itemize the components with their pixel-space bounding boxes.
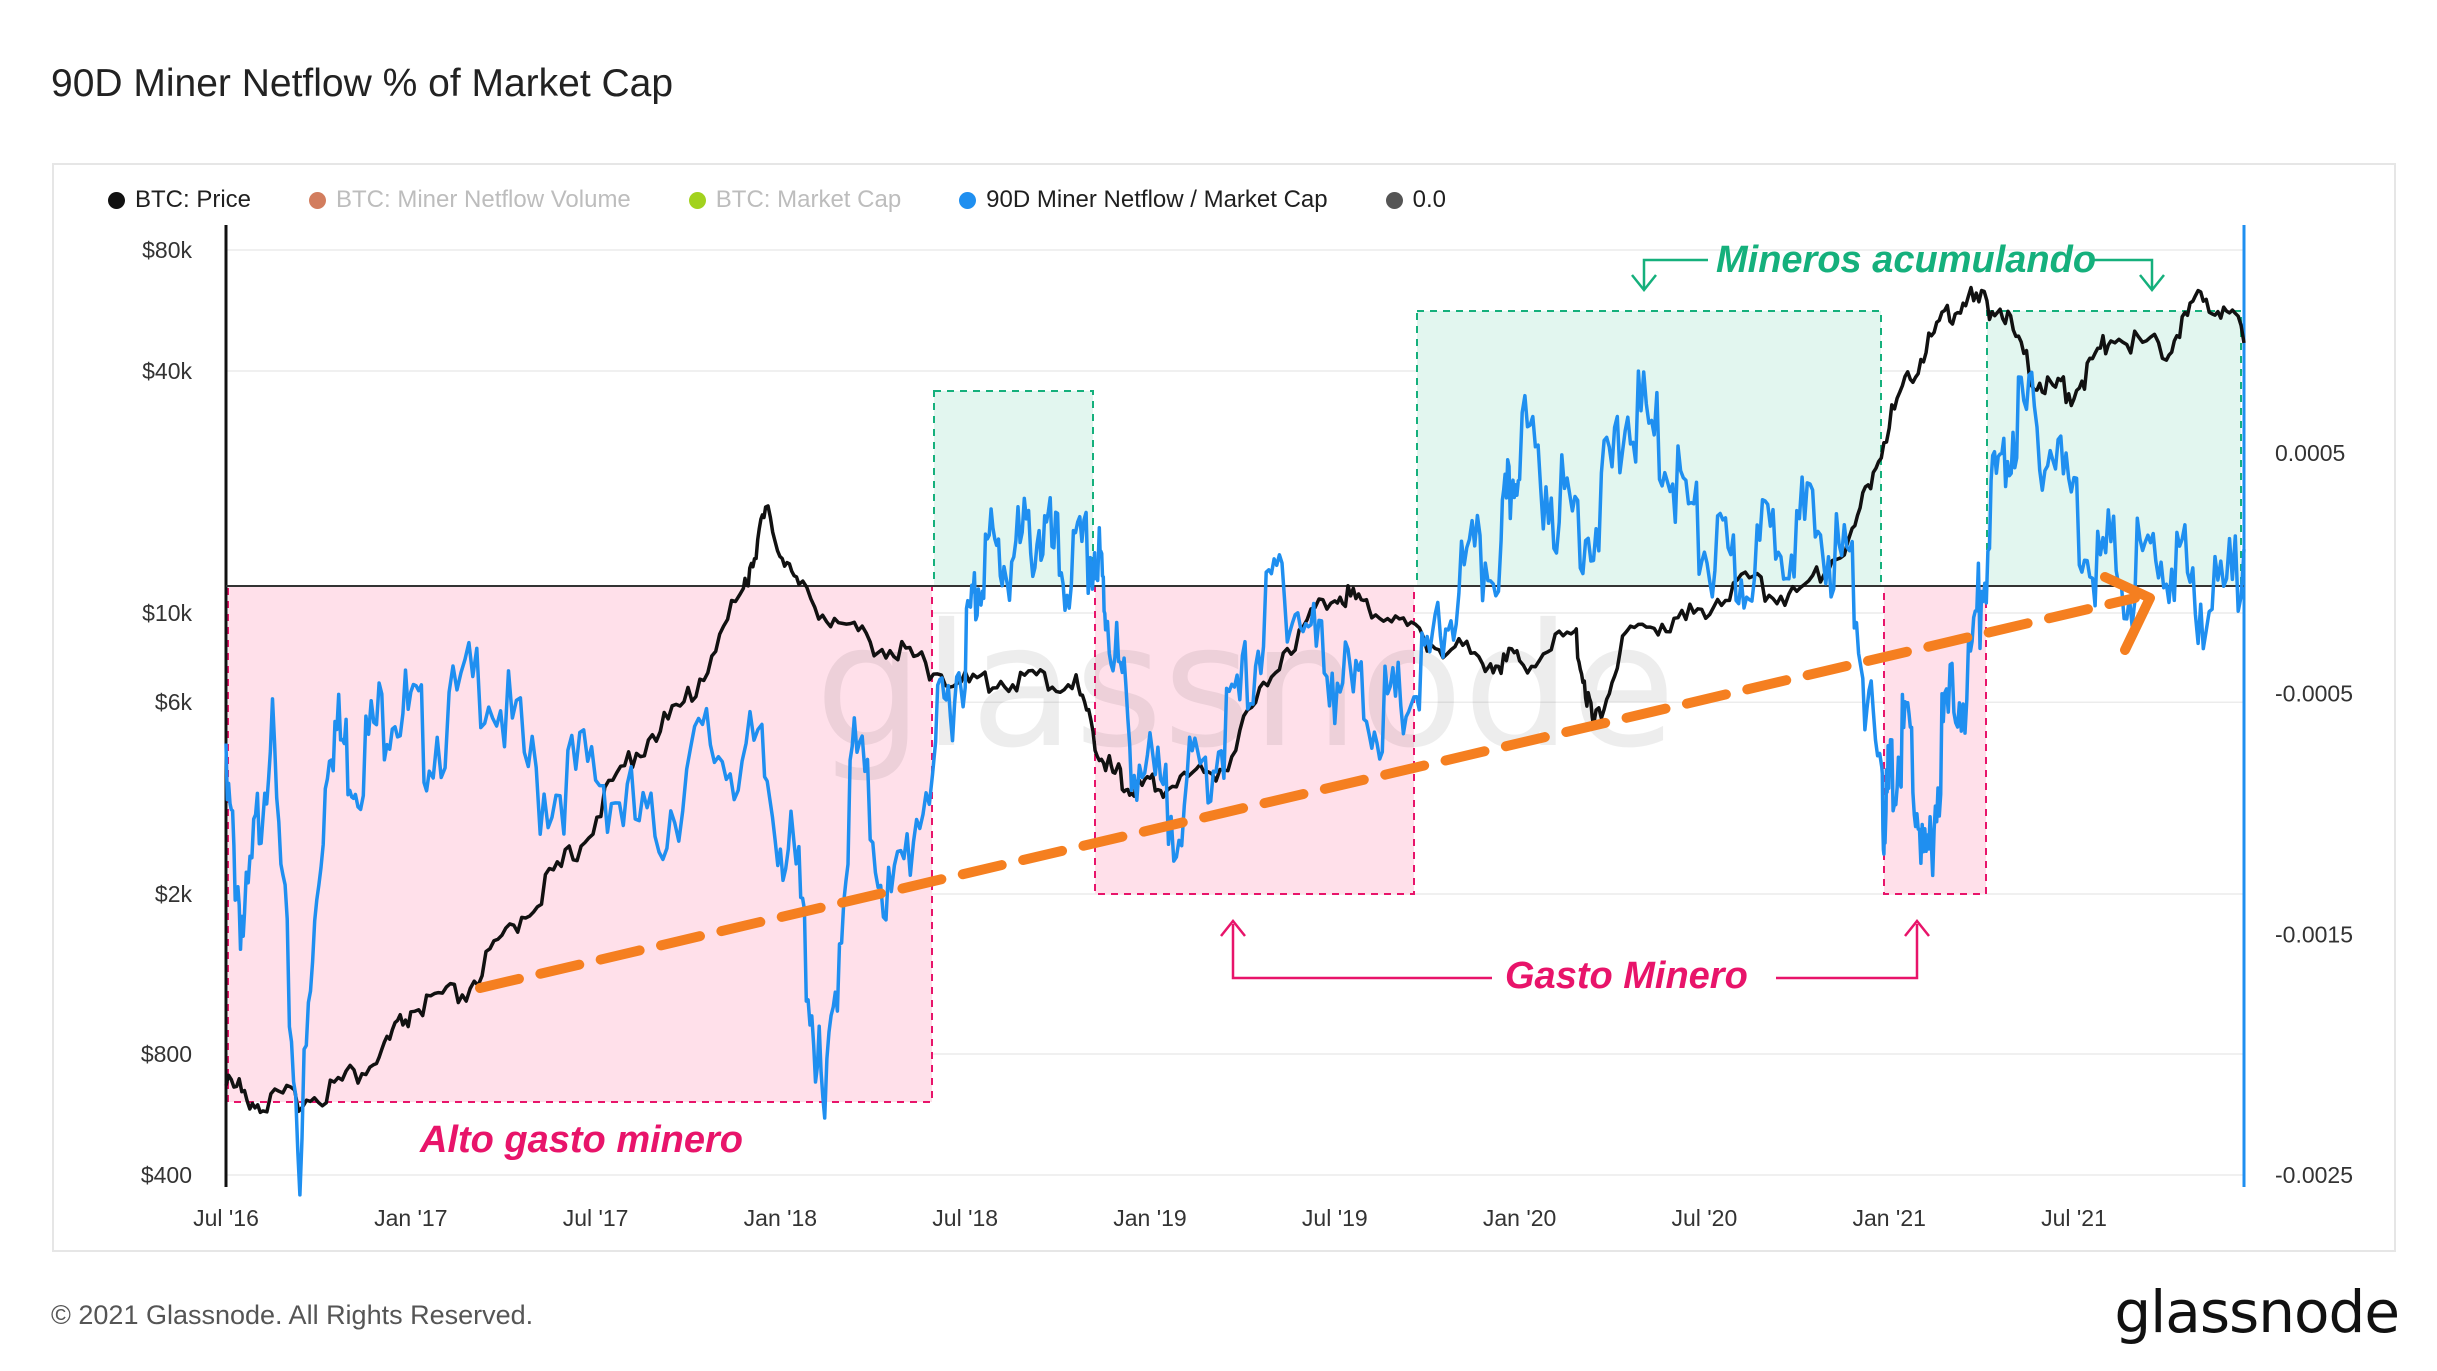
accumulate-arrow-left (1631, 274, 1657, 293)
spending-label: Gasto Minero (1505, 955, 1748, 997)
trend-line (475, 593, 2140, 993)
copyright: © 2021 Glassnode. All Rights Reserved. (51, 1300, 534, 1330)
x-tick: Jul '19 (1302, 1205, 1368, 1231)
legend-label-netflow-volume: BTC: Miner Netflow Volume (336, 186, 631, 213)
spend-arrow-left (1220, 918, 1246, 937)
x-tick: Jan '20 (1483, 1205, 1556, 1231)
legend-item-market-cap[interactable]: BTC: Market Cap (688, 186, 902, 214)
spend-bracket-right (1776, 924, 1919, 980)
legend-dot-netflow-volume (309, 191, 327, 209)
legend-item-zero[interactable]: 0.0 (1385, 186, 1446, 214)
y-left-tick: $800 (141, 1041, 192, 1067)
legend: BTC: Price BTC: Miner Netflow Volume BTC… (108, 186, 1504, 214)
accumulate-bracket-left (1642, 258, 1708, 288)
x-tick: Jul '20 (1672, 1205, 1738, 1231)
series-line-price (224, 285, 2246, 1115)
spend-arrow-right (1904, 918, 1930, 937)
tick-labels: $80k $40k $10k $6k $2k $800 $400 0.0005 -0.0005 -… (141, 237, 2353, 1231)
y-left-tick: $80k (142, 237, 192, 263)
x-tick: Jan '19 (1113, 1205, 1186, 1231)
y-left-tick: $6k (155, 689, 193, 715)
legend-dot-netflow-ratio (959, 191, 977, 209)
x-tick: Jan '21 (1852, 1205, 1925, 1231)
y-right-tick: -0.0005 (2275, 681, 2353, 707)
legend-item-price[interactable]: BTC: Price (108, 186, 251, 214)
legend-label-netflow-ratio: 90D Miner Netflow / Market Cap (986, 186, 1328, 213)
trend-arrow (475, 572, 2155, 993)
chart-title: 90D Miner Netflow % of Market Cap (51, 62, 674, 105)
y-left-tick: $10k (142, 600, 192, 626)
legend-label-price: BTC: Price (135, 186, 252, 213)
legend-item-netflow-ratio[interactable]: 90D Miner Netflow / Market Cap (959, 186, 1328, 214)
x-tick: Jan '17 (374, 1205, 447, 1231)
spend-bracket-left (1231, 924, 1492, 980)
spend-box-1 (227, 585, 933, 1103)
series-line-netflow-ratio (224, 369, 2246, 1197)
axes (224, 225, 2246, 1187)
legend-dot-zero (1385, 191, 1403, 209)
y-right-tick: 0.0005 (2275, 440, 2345, 466)
x-tick: Jul '18 (932, 1205, 998, 1231)
x-tick: Jan '18 (744, 1205, 817, 1231)
y-left-tick: $2k (155, 881, 193, 907)
accumulating-label: Mineros acumulando (1716, 239, 2096, 281)
legend-dot-market-cap (688, 191, 706, 209)
high-spending-label: Alto gasto minero (419, 1119, 743, 1161)
y-right-tick: -0.0015 (2275, 921, 2353, 947)
accumulate-bracket-right (2090, 258, 2154, 288)
legend-item-netflow-volume[interactable]: BTC: Miner Netflow Volume (309, 186, 631, 214)
chart-frame (52, 163, 2396, 1252)
accumulate-box-2 (1416, 310, 1882, 587)
annotations: Mineros acumulando Gasto Minero Alto gas… (419, 239, 2165, 1161)
trend-arrowhead (2100, 572, 2155, 655)
y-left-tick: $400 (141, 1162, 192, 1188)
x-tick: Jul '16 (193, 1205, 259, 1231)
legend-label-market-cap: BTC: Market Cap (715, 186, 902, 213)
legend-dot-price (108, 191, 125, 209)
x-tick: Jul '17 (563, 1205, 629, 1231)
y-right-tick: -0.0025 (2275, 1162, 2353, 1188)
y-left-tick: $40k (142, 358, 192, 384)
legend-label-zero: 0.0 (1412, 186, 1446, 213)
accumulate-arrow-right (2139, 274, 2165, 293)
x-tick: Jul '21 (2041, 1205, 2107, 1231)
series-group (224, 285, 2246, 1197)
brand-logo: glassnode (2114, 1278, 2400, 1346)
